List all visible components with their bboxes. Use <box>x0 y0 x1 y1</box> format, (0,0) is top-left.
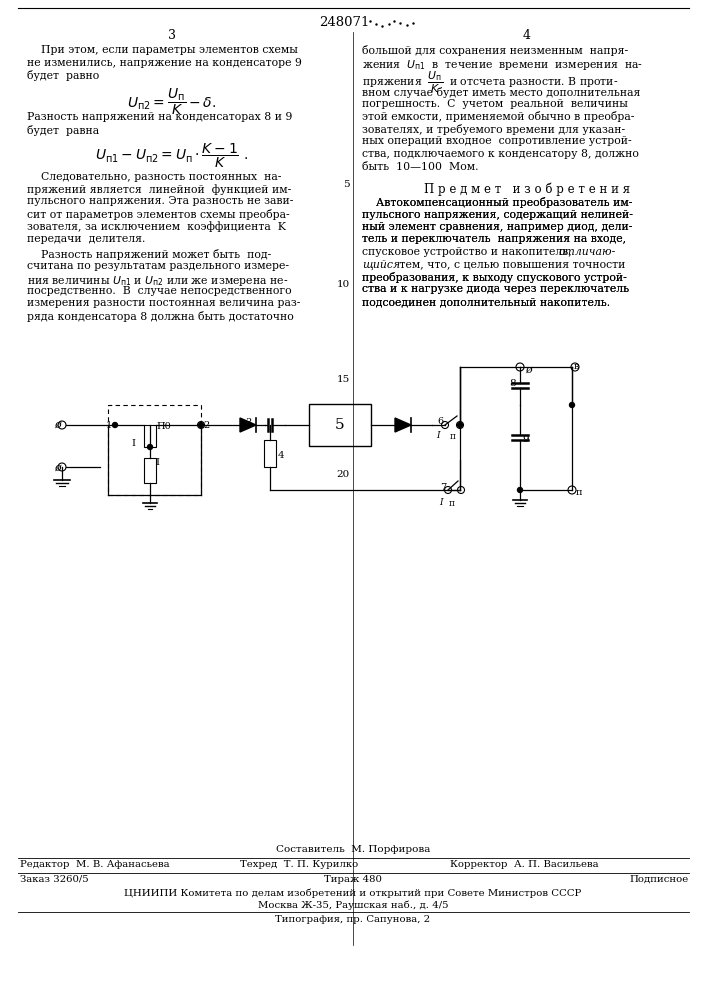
Text: Тираж 480: Тираж 480 <box>324 875 382 884</box>
Text: преобразования, к выходу спускового устрой-: преобразования, к выходу спускового устр… <box>362 272 626 283</box>
Polygon shape <box>395 418 411 432</box>
Circle shape <box>518 488 522 492</box>
Text: пульсного напряжения. Эта разность не зави-: пульсного напряжения. Эта разность не за… <box>27 196 293 207</box>
Text: 20: 20 <box>337 470 350 479</box>
Text: ный элемент сравнения, например диод, дели-: ный элемент сравнения, например диод, де… <box>362 222 632 232</box>
Text: передачи  делителя.: передачи делителя. <box>27 234 146 244</box>
Text: сит от параметров элементов схемы преобра-: сит от параметров элементов схемы преобр… <box>27 209 290 220</box>
Text: пряжений является  линейной  функцией им-: пряжений является линейной функцией им- <box>27 184 291 195</box>
Text: 2: 2 <box>203 421 209 430</box>
Text: щийся: щийся <box>362 259 400 270</box>
Text: 5: 5 <box>344 180 350 189</box>
Text: Техред  Т. П. Курилко: Техред Т. П. Курилко <box>240 860 358 869</box>
Text: Москва Ж-35, Раушская наб., д. 4/5: Москва Ж-35, Раушская наб., д. 4/5 <box>258 900 448 910</box>
Text: пульсного напряжения, содержащий нелиней-: пульсного напряжения, содержащий нелиней… <box>362 210 633 220</box>
Text: большой для сохранения неизменным  напря-: большой для сохранения неизменным напря- <box>362 45 628 56</box>
Text: Составитель  М. Порфирова: Составитель М. Порфирова <box>276 845 430 854</box>
Text: тель и переключатель  напряжения на входе,: тель и переключатель напряжения на входе… <box>362 234 626 244</box>
Text: 3: 3 <box>168 29 176 42</box>
Text: посредственно.  В  случае непосредственного: посредственно. В случае непосредственног… <box>27 286 291 296</box>
Text: I: I <box>439 498 443 507</box>
Text: пульсного напряжения, содержащий нелиней-: пульсного напряжения, содержащий нелиней… <box>362 210 633 220</box>
Circle shape <box>457 422 462 428</box>
Text: измерения разности постоянная величина раз-: измерения разности постоянная величина р… <box>27 298 300 308</box>
Text: 4: 4 <box>523 29 531 42</box>
Text: вном случае будет иметь место дополнительная: вном случае будет иметь место дополнител… <box>362 87 641 98</box>
Text: п: п <box>450 432 456 441</box>
Text: Следовательно, разность постоянных  на-: Следовательно, разность постоянных на- <box>27 172 281 182</box>
Text: будет  равна: будет равна <box>27 125 99 136</box>
Text: 10: 10 <box>337 280 350 289</box>
Bar <box>309 404 371 446</box>
Text: ства и к нагрузке диода через переключатель: ства и к нагрузке диода через переключат… <box>362 284 629 294</box>
Text: отличаю-: отличаю- <box>559 247 617 257</box>
Polygon shape <box>240 418 256 432</box>
Text: Разность напряжений может быть  под-: Разность напряжений может быть под- <box>27 248 271 259</box>
Text: жения  $U_{\rm п1}$  в  течение  времени  измерения  на-: жения $U_{\rm п1}$ в течение времени изм… <box>362 57 643 72</box>
Text: подсоединен дополнительный накопитель.: подсоединен дополнительный накопитель. <box>362 297 610 307</box>
Text: 15: 15 <box>337 375 350 384</box>
Circle shape <box>112 422 117 428</box>
Text: 1: 1 <box>106 421 112 430</box>
Text: ЦНИИПИ Комитета по делам изобретений и открытий при Совете Министров СССР: ЦНИИПИ Комитета по делам изобретений и о… <box>124 888 582 898</box>
Circle shape <box>570 402 575 408</box>
Text: тель и переключатель  напряжения на входе,: тель и переключатель напряжения на входе… <box>362 234 626 244</box>
Text: ных операций входное  сопротивление устрой-: ных операций входное сопротивление устро… <box>362 136 631 146</box>
Text: будет  равно: будет равно <box>27 70 99 81</box>
Text: 248071: 248071 <box>319 16 369 29</box>
Text: зователя, за исключением  коэффициента  K: зователя, за исключением коэффициента K <box>27 222 286 232</box>
Text: п: п <box>576 488 583 497</box>
Text: 9: 9 <box>522 435 529 444</box>
Text: $U_{\rm п1} - U_{\rm п2} = U_{\rm п} \cdot \dfrac{K-1}{K}\ .$: $U_{\rm п1} - U_{\rm п2} = U_{\rm п} \cd… <box>95 141 249 170</box>
Text: спусковое устройство и накопитель,: спусковое устройство и накопитель, <box>362 247 575 257</box>
Text: Типография, пр. Сапунова, 2: Типография, пр. Сапунова, 2 <box>276 915 431 924</box>
Text: 4: 4 <box>278 450 285 460</box>
Text: пряжения  $\dfrac{U_{\rm п}}{K}$  и отсчета разности. В проти-: пряжения $\dfrac{U_{\rm п}}{K}$ и отсчет… <box>362 70 619 95</box>
Circle shape <box>148 444 153 450</box>
Text: в: в <box>573 362 579 371</box>
Text: При этом, если параметры элементов схемы: При этом, если параметры элементов схемы <box>27 45 298 55</box>
Text: погрешность.  С  учетом  реальной  величины: погрешность. С учетом реальной величины <box>362 99 628 109</box>
Text: ряда конденсатора 8 должна быть достаточно: ряда конденсатора 8 должна быть достаточ… <box>27 311 293 322</box>
Bar <box>144 458 156 483</box>
Text: Подписное: Подписное <box>630 875 689 884</box>
Text: ства и к нагрузке диода через переключатель: ства и к нагрузке диода через переключат… <box>362 284 629 294</box>
Text: ния величины $U_{\rm п1}$ и $U_{\rm п2}$ или же измерена не-: ния величины $U_{\rm п1}$ и $U_{\rm п2}$… <box>27 273 288 288</box>
Bar <box>144 425 156 447</box>
Text: 8: 8 <box>509 379 516 388</box>
Circle shape <box>199 422 204 428</box>
Text: этой емкости, применяемой обычно в преобра-: этой емкости, применяемой обычно в преоб… <box>362 111 634 122</box>
Text: Разность напряжений на конденсаторах 8 и 9: Разность напряжений на конденсаторах 8 и… <box>27 112 293 122</box>
Text: Корректор  А. П. Васильева: Корректор А. П. Васильева <box>450 860 599 869</box>
Text: зователях, и требуемого времени для указан-: зователях, и требуемого времени для указ… <box>362 124 625 135</box>
Text: 7: 7 <box>440 483 446 492</box>
Text: 3: 3 <box>245 418 251 427</box>
Text: 6: 6 <box>437 417 443 426</box>
Text: ø: ø <box>54 463 62 473</box>
Text: I: I <box>155 458 159 467</box>
Text: подсоединен дополнительный накопитель.: подсоединен дополнительный накопитель. <box>362 297 610 307</box>
Text: I: I <box>131 439 135 448</box>
Text: 5: 5 <box>335 418 345 432</box>
Text: Редактор  М. В. Афанасьева: Редактор М. В. Афанасьева <box>20 860 170 869</box>
Text: П р е д м е т   и з о б р е т е н и я: П р е д м е т и з о б р е т е н и я <box>424 182 630 196</box>
Text: п: п <box>449 499 455 508</box>
Text: I: I <box>436 431 440 440</box>
Text: преобразования, к выходу спускового устрой-: преобразования, к выходу спускового устр… <box>362 272 626 283</box>
Text: ø: ø <box>525 365 532 375</box>
Text: ø: ø <box>54 420 62 430</box>
Text: считана по результатам раздельного измере-: считана по результатам раздельного измер… <box>27 261 289 271</box>
Text: Автокомпенсационный преобразователь им-: Автокомпенсационный преобразователь им- <box>362 197 632 208</box>
Text: быть  10—100  Мом.: быть 10—100 Мом. <box>362 161 479 172</box>
Text: ства, подключаемого к конденсатору 8, должно: ства, подключаемого к конденсатору 8, до… <box>362 149 639 159</box>
Text: П0: П0 <box>156 422 171 431</box>
Text: тем, что, с целью повышения точности: тем, что, с целью повышения точности <box>396 259 626 269</box>
Text: ный элемент сравнения, например диод, дели-: ный элемент сравнения, например диод, де… <box>362 222 632 232</box>
Text: $U_{\rm п2} = \dfrac{U_{\rm п}}{K} - \delta.$: $U_{\rm п2} = \dfrac{U_{\rm п}}{K} - \de… <box>127 87 216 117</box>
Text: Автокомпенсационный преобразователь им-: Автокомпенсационный преобразователь им- <box>362 197 632 208</box>
Bar <box>108 405 201 495</box>
Text: не изменились, напряжение на конденсаторе 9: не изменились, напряжение на конденсатор… <box>27 57 302 68</box>
Bar <box>264 440 276 467</box>
Text: Заказ 3260/5: Заказ 3260/5 <box>20 875 88 884</box>
